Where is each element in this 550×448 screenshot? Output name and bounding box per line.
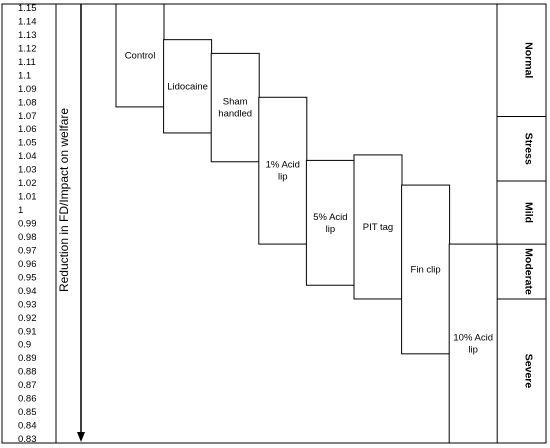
y-tick-label: 1.02 bbox=[18, 178, 37, 189]
y-tick-label: 0.87 bbox=[18, 380, 37, 391]
y-tick-label: 1.06 bbox=[18, 124, 37, 135]
y-tick-label: 1.08 bbox=[18, 97, 37, 108]
treatment-label: Lidocaine bbox=[167, 81, 208, 92]
treatment-bar bbox=[401, 184, 451, 355]
treatment-bar bbox=[115, 3, 165, 108]
y-axis-label: Reduction in FD/Impact on welfare bbox=[57, 108, 71, 292]
treatment-bar bbox=[258, 96, 308, 245]
y-tick-label: 1.12 bbox=[18, 43, 37, 54]
y-tick-label: 0.96 bbox=[18, 259, 37, 270]
treatment-bar bbox=[448, 243, 498, 444]
treatment-bar bbox=[210, 52, 260, 163]
y-tick-label: 1 bbox=[18, 205, 23, 216]
treatment-label: Sham handled bbox=[218, 97, 252, 120]
welfare-category-label: Severe bbox=[523, 354, 535, 389]
treatment-label: Fin clip bbox=[411, 264, 441, 275]
treatment-label: 10% Acid lip bbox=[453, 333, 493, 356]
y-tick-label: 0.97 bbox=[18, 245, 37, 256]
treatment-label: 1% Acid lip bbox=[266, 160, 300, 183]
y-tick-label: 0.9 bbox=[18, 340, 31, 351]
treatment-label: Control bbox=[125, 50, 156, 61]
y-tick-label: 0.85 bbox=[18, 407, 37, 418]
y-tick-label: 1.09 bbox=[18, 84, 37, 95]
y-tick-label: 0.93 bbox=[18, 299, 37, 310]
y-tick-label: 1.03 bbox=[18, 165, 37, 176]
treatment-bar bbox=[353, 154, 403, 300]
y-tick-label: 0.94 bbox=[18, 286, 37, 297]
y-tick-label: 1.11 bbox=[18, 57, 36, 68]
y-tick-label: 0.99 bbox=[18, 219, 37, 230]
y-tick-label: 1.14 bbox=[18, 16, 37, 27]
y-tick-label: 0.89 bbox=[18, 353, 37, 364]
y-tick-label: 0.98 bbox=[18, 232, 37, 243]
welfare-category-label: Mild bbox=[523, 202, 535, 223]
y-tick-label: 1.07 bbox=[18, 111, 37, 122]
welfare-category-label: Moderate bbox=[523, 248, 535, 295]
y-tick-label: 0.83 bbox=[18, 434, 37, 445]
figure-border bbox=[1, 3, 547, 444]
treatment-bar bbox=[163, 39, 213, 134]
treatment-bar bbox=[305, 159, 355, 286]
welfare-category-label: Normal bbox=[523, 42, 535, 78]
y-tick-label: 0.95 bbox=[18, 272, 37, 283]
y-tick-label: 1.04 bbox=[18, 151, 37, 162]
y-tick-label: 1.13 bbox=[18, 30, 37, 41]
y-tick-label: 0.92 bbox=[18, 313, 37, 324]
welfare-category-label: Stress bbox=[523, 133, 535, 165]
treatment-label: 5% Acid lip bbox=[313, 212, 347, 235]
y-tick-label: 1.01 bbox=[18, 192, 37, 203]
y-tick-label: 0.91 bbox=[18, 326, 37, 337]
y-tick-label: 0.88 bbox=[18, 367, 37, 378]
y-tick-label: 1.1 bbox=[18, 70, 31, 81]
treatment-label: PIT tag bbox=[363, 222, 393, 233]
y-tick-label: 0.84 bbox=[18, 421, 37, 432]
y-tick-label: 0.86 bbox=[18, 394, 37, 405]
y-tick-label: 1.15 bbox=[18, 3, 37, 14]
y-tick-label: 1.05 bbox=[18, 138, 37, 149]
